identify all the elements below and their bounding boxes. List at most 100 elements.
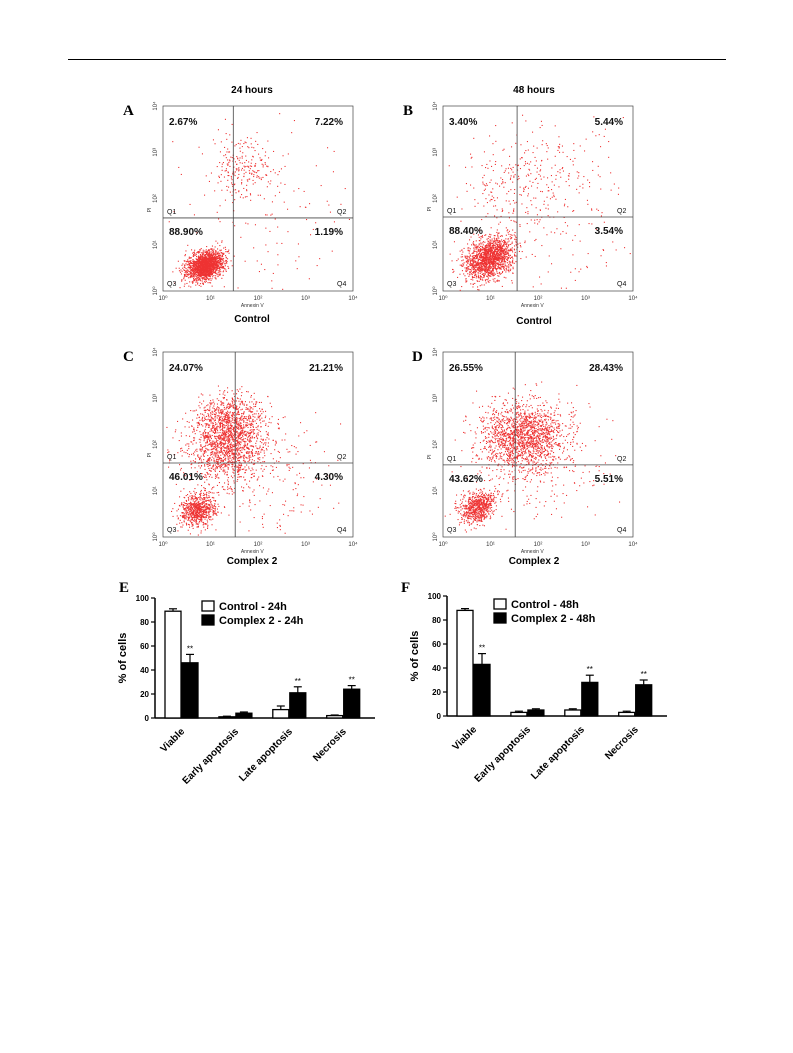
bar-complex2-0 <box>473 663 491 717</box>
category-label: Late apoptosis <box>529 724 587 782</box>
quadrant-pct-q2: 7.22% <box>315 117 343 128</box>
quadrant-label-q2: Q2 <box>337 209 346 216</box>
category-label: Late apoptosis <box>237 726 295 784</box>
quadrant-label-q1: Q1 <box>447 456 456 463</box>
quadrant-label-q2: Q2 <box>337 454 346 461</box>
y-tick-label: 100 <box>136 594 150 603</box>
y-axis-label: PI <box>147 453 153 458</box>
bar-control-3 <box>618 711 636 717</box>
quadrant-pct-q3: 88.40% <box>449 226 483 237</box>
category-label: Viable <box>159 726 188 755</box>
y-axis-title: % of cells <box>409 631 421 682</box>
quadrant-label-q4: Q4 <box>337 527 346 534</box>
y-tick-label: 80 <box>432 616 441 625</box>
caption-d: Complex 2 <box>508 556 560 567</box>
y-axis-label: PI <box>147 208 153 213</box>
quadrant-label-q4: Q4 <box>617 527 626 534</box>
plot-frame <box>162 351 354 538</box>
significance-marker: ** <box>641 670 647 679</box>
y-tick-label: 40 <box>140 666 149 675</box>
x-tick-label: 10⁰ <box>438 295 448 302</box>
significance-marker: ** <box>295 677 301 686</box>
panel-letter-d: D <box>412 349 423 365</box>
panel-letter-a: A <box>123 103 134 119</box>
x-tick-label: 10¹ <box>486 296 495 302</box>
plot-frame <box>162 105 354 292</box>
x-tick-label: 10⁰ <box>158 295 168 302</box>
legend-swatch <box>201 600 215 612</box>
bar-complex2-1 <box>235 712 253 719</box>
bar-complex2-3 <box>635 684 653 717</box>
quadrant-label-q4: Q4 <box>617 281 626 288</box>
bar-control-2 <box>564 709 582 717</box>
bar-complex2-2 <box>289 692 307 719</box>
y-tick-label: 10³ <box>153 394 159 403</box>
quadrant-pct-q2: 21.21% <box>309 363 343 374</box>
quadrant-label-q1: Q1 <box>167 209 176 216</box>
quadrant-pct-q3: 88.90% <box>169 227 203 238</box>
y-axis-label: PI <box>427 454 433 459</box>
panel-letter-f: F <box>401 580 411 596</box>
quadrant-label-q1: Q1 <box>447 208 456 215</box>
scatter-dots <box>444 381 621 533</box>
significance-marker: ** <box>479 644 485 653</box>
y-tick-label: 60 <box>432 640 441 649</box>
scatter-dots <box>166 385 342 536</box>
y-tick-label: 10⁰ <box>152 532 159 542</box>
quadrant-label-q3: Q3 <box>447 281 456 288</box>
category-label: Early apoptosis <box>473 724 534 785</box>
y-tick-label: 10¹ <box>153 240 159 249</box>
quadrant-label-q3: Q3 <box>167 527 176 534</box>
bar-control-1 <box>218 716 236 719</box>
y-tick-label: 10² <box>153 194 159 203</box>
bar-control-0 <box>164 610 182 719</box>
x-axis-label: Annexin V <box>241 303 264 309</box>
quadrant-pct-q2: 28.43% <box>589 363 623 374</box>
x-tick-label: 10¹ <box>486 542 495 548</box>
y-tick-label: 10³ <box>433 394 439 403</box>
y-tick-label: 0 <box>437 712 442 721</box>
x-tick-label: 10¹ <box>206 542 215 548</box>
quadrant-pct-q4: 4.30% <box>315 472 343 483</box>
x-axis-label: Annexin V <box>521 549 544 555</box>
y-tick-label: 10⁴ <box>152 347 159 357</box>
x-tick-label: 10² <box>254 542 263 548</box>
quadrant-pct-q3: 43.62% <box>449 474 483 485</box>
quadrant-pct-q3: 46.01% <box>169 472 203 483</box>
quadrant-label-q3: Q3 <box>447 527 456 534</box>
legend-label: Control - 24h <box>219 601 287 613</box>
y-tick-label: 0 <box>145 714 150 723</box>
y-tick-label: 20 <box>140 690 149 699</box>
bar-control-3 <box>326 714 344 719</box>
y-tick-label: 10² <box>153 440 159 449</box>
x-tick-label: 10³ <box>581 542 590 548</box>
y-tick-label: 80 <box>140 618 149 627</box>
y-tick-label: 10⁴ <box>432 347 439 357</box>
legend-swatch <box>493 598 507 610</box>
legend-swatch <box>201 614 215 626</box>
y-tick-label: 10¹ <box>433 240 439 249</box>
y-tick-label: 10³ <box>153 148 159 157</box>
y-axis-label: PI <box>427 207 433 212</box>
column-title-24h: 24 hours <box>231 85 273 96</box>
x-tick-label: 10⁰ <box>158 541 168 548</box>
bar-complex2-0 <box>181 662 199 719</box>
bar-control-2 <box>272 708 290 719</box>
plot-frame <box>442 105 634 292</box>
x-axis-label: Annexin V <box>241 549 264 555</box>
panel-letter-b: B <box>403 103 414 119</box>
bar-complex2-2 <box>581 681 599 717</box>
quadrant-pct-q1: 24.07% <box>169 363 203 374</box>
y-tick-label: 60 <box>140 642 149 651</box>
y-tick-label: 10³ <box>433 148 439 157</box>
significance-marker: ** <box>187 644 193 653</box>
y-tick-label: 10² <box>433 194 439 203</box>
bar-complex2-1 <box>527 709 545 717</box>
